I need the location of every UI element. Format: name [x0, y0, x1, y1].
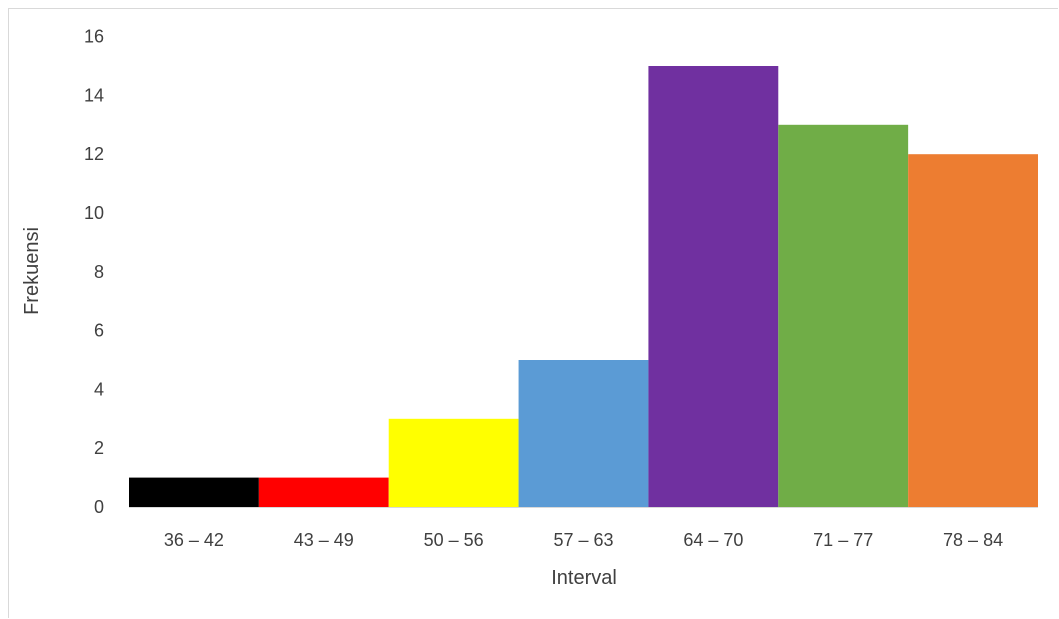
bar [648, 66, 779, 507]
y-tick-label: 2 [94, 438, 104, 458]
y-tick-label: 12 [84, 144, 104, 164]
bars [129, 66, 1038, 508]
y-axis-title: Frekuensi [21, 227, 43, 315]
x-tick-label: 64 – 70 [683, 530, 743, 550]
y-axis-ticks: 0 2 4 6 8 10 12 14 16 [84, 27, 104, 517]
x-tick-label: 57 – 63 [553, 530, 613, 550]
x-tick-label: 50 – 56 [424, 530, 484, 550]
x-tick-label: 36 – 42 [164, 530, 224, 550]
bar [258, 477, 389, 507]
y-tick-label: 0 [94, 497, 104, 517]
bar [778, 124, 909, 508]
y-tick-label: 4 [94, 379, 104, 399]
y-tick-label: 8 [94, 262, 104, 282]
x-tick-label: 43 – 49 [294, 530, 354, 550]
x-tick-label: 78 – 84 [943, 530, 1003, 550]
y-tick-label: 16 [84, 27, 104, 47]
x-axis-ticks: 36 – 42 43 – 49 50 – 56 57 – 63 64 – 70 71 – … [164, 530, 1003, 550]
x-tick-label: 71 – 77 [813, 530, 873, 550]
y-tick-label: 14 [84, 85, 104, 105]
bar [908, 154, 1038, 507]
bar [129, 477, 259, 507]
y-tick-label: 6 [94, 321, 104, 341]
x-axis-title: Interval [551, 567, 617, 589]
bar [388, 418, 519, 507]
y-tick-label: 10 [84, 203, 104, 223]
bar [518, 360, 649, 507]
